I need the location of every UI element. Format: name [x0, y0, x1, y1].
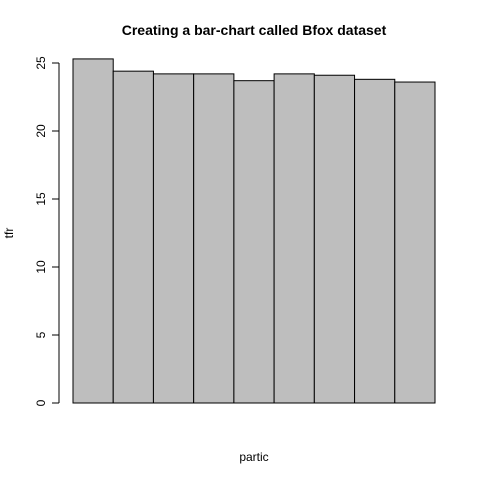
- bar-9: [395, 82, 435, 403]
- chart-title: Creating a bar-chart called Bfox dataset: [122, 22, 387, 38]
- y-tick-label: 15: [34, 192, 48, 206]
- bar-8: [355, 79, 395, 403]
- y-tick-label: 5: [34, 331, 48, 338]
- bars-group: [73, 59, 435, 403]
- y-tick-label: 20: [34, 124, 48, 138]
- y-tick-label: 10: [34, 260, 48, 274]
- y-tick-label: 25: [34, 56, 48, 70]
- bar-2: [113, 71, 153, 403]
- y-axis-label: tfr: [2, 228, 16, 239]
- y-axis: 0 5 10 15 20 25: [34, 56, 59, 406]
- y-tick-label: 0: [34, 399, 48, 406]
- bar-5: [234, 81, 274, 403]
- bar-3: [153, 74, 193, 403]
- x-axis-label: partic: [239, 450, 268, 464]
- bar-7: [314, 75, 354, 403]
- bar-4: [194, 74, 234, 403]
- bar-1: [73, 59, 113, 403]
- bar-6: [274, 74, 314, 403]
